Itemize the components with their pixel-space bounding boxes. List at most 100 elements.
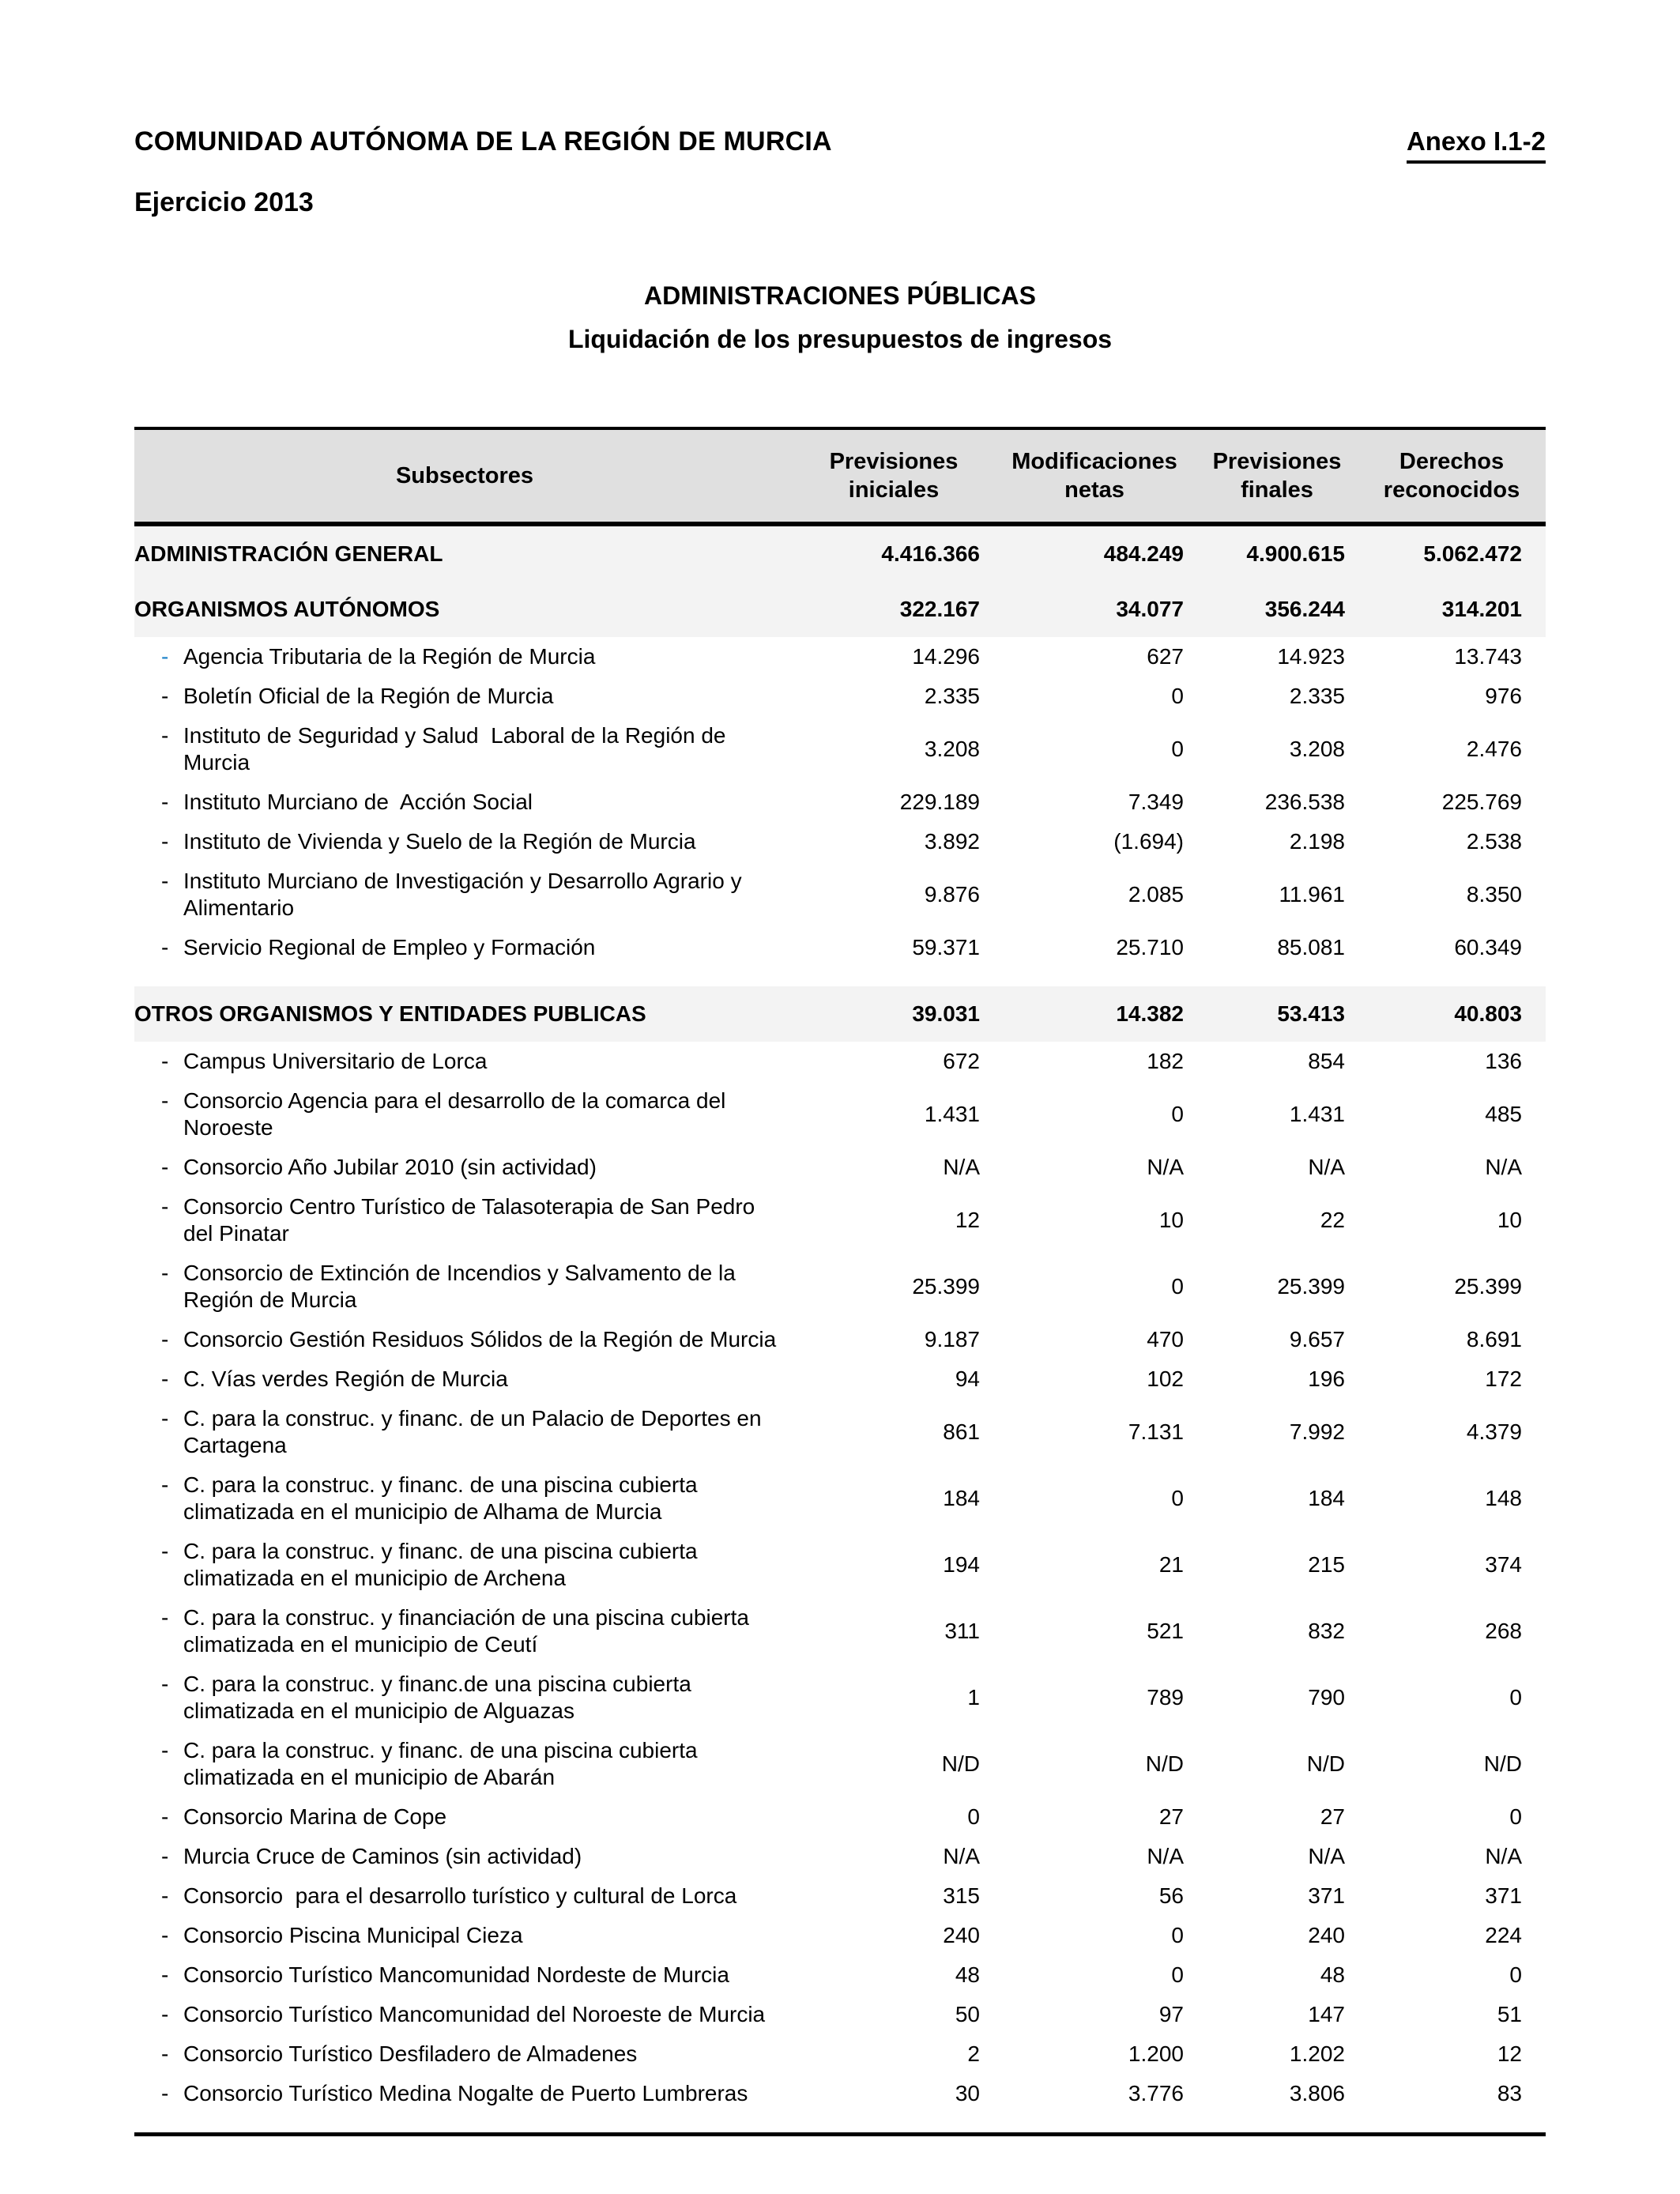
item-value-derechos-reconocidos: 13.743 [1454, 644, 1522, 669]
item-value-modificaciones-netas: 627 [1147, 644, 1184, 669]
item-value-modificaciones-netas: 182 [1147, 1049, 1184, 1073]
item-label-text: Consorcio Turístico Mancomunidad del Nor… [183, 2002, 766, 2026]
item-dash: - [161, 829, 169, 854]
section-value-previsiones-finales: 53.413 [1196, 986, 1358, 1042]
item-label: - Consorcio de Extinción de Incendios y S… [134, 1260, 795, 1314]
item-dash: - [161, 1539, 169, 1563]
item-label-cell: - C. Vías verdes Región de Murcia [134, 1359, 795, 1399]
item-value-previsiones-finales: 147 [1308, 2002, 1345, 2026]
item-label-text: Consorcio Marina de Cope [183, 1804, 447, 1829]
item-label-cell: - Servicio Regional de Empleo y Formación [134, 928, 795, 967]
item-value-derechos-reconocidos: N/D [1483, 1751, 1522, 1776]
doc-subtitle: Liquidación de los presupuestos de ingre… [567, 325, 1113, 353]
item-label: - Consorcio Centro Turístico de Talasoter… [134, 1193, 795, 1247]
item-row: - Consorcio Gestión Residuos Sólidos de l… [134, 1320, 1546, 1359]
table-header: Subsectores Previsiones iniciales Modifi… [134, 428, 1546, 526]
column-header-subsectores: Subsectores [134, 428, 795, 526]
item-value-modificaciones-netas: 10 [1158, 1208, 1184, 1232]
item-value-modificaciones-netas: 21 [1158, 1552, 1184, 1577]
item-value-modificaciones-netas: 789 [1147, 1685, 1184, 1710]
item-value-previsiones-finales: 2.335 [1289, 684, 1345, 708]
item-label-cell: - Consorcio Marina de Cope [134, 1797, 795, 1837]
section-title: ADMINISTRACIÓN GENERAL [134, 524, 795, 582]
item-label-cell: - C. para la construc. y financ.de una pi… [134, 1664, 795, 1731]
item-label-text: Instituto de Seguridad y Salud Laboral d… [183, 723, 733, 775]
item-label: - Campus Universitario de Lorca [134, 1048, 795, 1075]
item-value-modificaciones-netas: 7.349 [1128, 790, 1184, 814]
item-value-derechos-reconocidos: 8.691 [1466, 1327, 1522, 1351]
item-label: - C. para la construc. y financ.de una pi… [134, 1671, 795, 1725]
item-label: - Instituto Murciano de Acción Social [134, 789, 795, 816]
item-value-previsiones-iniciales: 672 [943, 1049, 980, 1073]
item-value-previsiones-iniciales: 311 [944, 1619, 980, 1643]
item-label-cell: - Consorcio Año Jubilar 2010 (sin activid… [134, 1148, 795, 1187]
item-dash: - [161, 1155, 169, 1179]
item-label: - Consorcio Agencia para el desarrollo de… [134, 1088, 795, 1141]
item-value-previsiones-iniciales: 1 [967, 1685, 980, 1710]
item-value-modificaciones-netas: N/A [1147, 1844, 1184, 1868]
item-dash: - [161, 2081, 169, 2105]
item-value-previsiones-iniciales: 14.296 [912, 644, 980, 669]
item-label: - Consorcio Turístico Mancomunidad del No… [134, 2001, 795, 2028]
item-value-previsiones-finales: 25.399 [1277, 1274, 1345, 1299]
item-value-modificaciones-netas: 0 [1171, 684, 1184, 708]
item-label-cell: - Consorcio Centro Turístico de Talasoter… [134, 1187, 795, 1253]
item-label-cell: - C. para la construc. y financ. de una p… [134, 1731, 795, 1797]
item-value-previsiones-finales: 196 [1308, 1367, 1345, 1391]
item-value-modificaciones-netas: 0 [1171, 1274, 1184, 1299]
column-header-modificaciones-netas: Modificaciones netas [993, 428, 1196, 526]
item-label-text: C. para la construc. y financ. de una pi… [183, 1539, 704, 1590]
section-row: ORGANISMOS AUTÓNOMOS 322.167 34.077 356.244… [134, 582, 1546, 637]
doc-title: ADMINISTRACIONES PÚBLICAS [643, 281, 1036, 310]
item-label-text: Instituto Murciano de Investigación y De… [183, 869, 747, 920]
spacer-row [134, 2113, 1546, 2135]
item-dash: - [161, 2041, 169, 2066]
section-value-previsiones-iniciales: 39.031 [795, 986, 993, 1042]
item-value-modificaciones-netas: 470 [1147, 1327, 1184, 1351]
item-value-modificaciones-netas: 0 [1171, 1923, 1184, 1947]
section-row: OTROS ORGANISMOS Y ENTIDADES PUBLICAS 39.… [134, 986, 1546, 1042]
item-value-previsiones-finales: 240 [1308, 1923, 1345, 1947]
item-value-modificaciones-netas: 27 [1158, 1804, 1184, 1829]
table-header-row: Subsectores Previsiones iniciales Modifi… [134, 428, 1546, 526]
item-value-previsiones-iniciales: 12 [955, 1208, 980, 1232]
item-label-text: Boletín Oficial de la Región de Murcia [183, 684, 554, 708]
item-row: - Consorcio Turístico Desfiladero de Alma… [134, 2034, 1546, 2074]
item-value-previsiones-finales: 1.202 [1289, 2041, 1345, 2066]
item-value-previsiones-finales: 236.538 [1264, 790, 1345, 814]
item-label-cell: - Consorcio Turístico Desfiladero de Alma… [134, 2034, 795, 2074]
table-body: ADMINISTRACIÓN GENERAL 4.416.366 484.249 4.… [134, 524, 1546, 2135]
item-value-previsiones-finales: 854 [1308, 1049, 1345, 1073]
item-value-previsiones-iniciales: 9.876 [924, 882, 980, 907]
item-value-derechos-reconocidos: 2.538 [1466, 829, 1522, 854]
item-value-previsiones-iniciales: N/D [941, 1751, 980, 1776]
item-label: - Instituto de Seguridad y Salud Laboral … [134, 722, 795, 776]
item-row: - Instituto Murciano de Investigación y D… [134, 861, 1546, 928]
item-dash: - [161, 1883, 169, 1908]
section-value-derechos-reconocidos: 40.803 [1358, 986, 1546, 1042]
item-value-previsiones-finales: 9.657 [1289, 1327, 1345, 1351]
item-label: - Consorcio Turístico Desfiladero de Alma… [134, 2041, 795, 2068]
item-value-previsiones-iniciales: 861 [943, 1419, 980, 1444]
item-label-cell: - Instituto de Vivienda y Suelo de la Reg… [134, 822, 795, 861]
item-dash: - [161, 935, 169, 959]
item-row: - C. para la construc. y financiación de … [134, 1598, 1546, 1664]
item-label-cell: - C. para la construc. y financ. de una p… [134, 1465, 795, 1532]
item-value-previsiones-finales: N/A [1308, 1844, 1345, 1868]
section-value-modificaciones-netas: 14.382 [993, 986, 1196, 1042]
item-label-cell: - Campus Universitario de Lorca [134, 1042, 795, 1081]
item-label: - Instituto Murciano de Investigación y D… [134, 868, 795, 922]
section-value-previsiones-iniciales: 4.416.366 [795, 524, 993, 582]
item-label: - Consorcio Piscina Municipal Cieza [134, 1922, 795, 1949]
item-label-text: C. para la construc. y financ. de un Pal… [183, 1406, 768, 1457]
item-row: - C. Vías verdes Región de Murcia 94 102 196… [134, 1359, 1546, 1399]
item-value-previsiones-iniciales: 240 [943, 1923, 980, 1947]
item-value-modificaciones-netas: 102 [1147, 1367, 1184, 1391]
item-value-derechos-reconocidos: 0 [1509, 1804, 1522, 1829]
item-value-previsiones-iniciales: 2 [967, 2041, 980, 2066]
section-value-previsiones-finales: 4.900.615 [1196, 524, 1358, 582]
item-label: - Instituto de Vivienda y Suelo de la Reg… [134, 828, 795, 855]
item-label-cell: - Consorcio Piscina Municipal Cieza [134, 1916, 795, 1955]
item-label-cell: - Consorcio Turístico Mancomunidad Nordes… [134, 1955, 795, 1995]
item-value-previsiones-iniciales: 30 [955, 2081, 980, 2105]
